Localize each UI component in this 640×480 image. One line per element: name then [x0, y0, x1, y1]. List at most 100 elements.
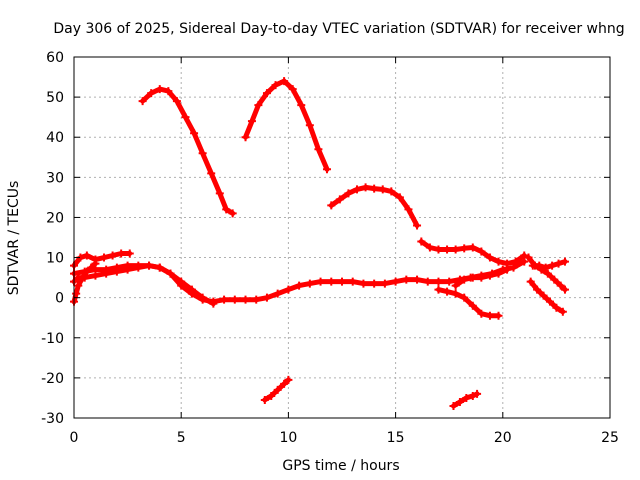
data-point — [123, 265, 132, 274]
data-point — [477, 247, 486, 256]
data-point — [404, 205, 413, 214]
y-axis-label: SDTVAR / TECUs — [6, 181, 22, 296]
data-point — [468, 243, 477, 252]
data-point — [359, 279, 368, 288]
data-point — [434, 285, 443, 294]
data-point — [462, 393, 471, 402]
plot-frame — [73, 56, 611, 419]
data-point — [380, 279, 389, 288]
y-tick-label: 0 — [55, 291, 64, 307]
data-point — [177, 277, 186, 286]
data-point — [314, 145, 323, 154]
data-point — [155, 85, 164, 94]
data-point — [541, 263, 550, 272]
data-point — [273, 385, 282, 394]
data-point — [147, 89, 156, 98]
data-point — [273, 289, 282, 298]
x-tick-label: 10 — [279, 430, 297, 446]
data-point — [100, 253, 109, 262]
data-point — [145, 261, 154, 270]
data-point — [215, 189, 224, 198]
series-arc-4 — [417, 237, 529, 268]
data-point — [550, 275, 559, 284]
data-point — [262, 293, 271, 302]
data-point — [477, 309, 486, 318]
series-arc-3 — [327, 183, 422, 230]
data-point — [494, 269, 503, 278]
data-point — [468, 391, 477, 400]
data-point — [82, 251, 91, 260]
data-point — [539, 291, 548, 300]
data-point — [451, 289, 460, 298]
data-point — [451, 281, 460, 290]
data-point — [353, 185, 362, 194]
data-point — [222, 205, 231, 214]
data-point — [164, 87, 173, 96]
data-point — [413, 275, 422, 284]
data-point — [460, 293, 469, 302]
data-point — [338, 277, 346, 286]
data-point — [82, 267, 91, 276]
x-axis-label: GPS time / hours — [282, 458, 399, 474]
series-arc-10 — [451, 265, 512, 290]
y-tick-label: -20 — [41, 371, 64, 387]
x-tick-label: 15 — [387, 430, 405, 446]
series-arc-13 — [526, 277, 567, 316]
data-point — [485, 311, 494, 320]
data-point — [520, 257, 529, 266]
data-point — [558, 307, 567, 316]
data-point — [91, 271, 100, 280]
x-tick-label: 0 — [70, 430, 79, 446]
data-point — [198, 293, 207, 302]
data-point — [494, 257, 503, 266]
data-point — [155, 263, 164, 272]
data-point — [560, 257, 569, 266]
data-point — [524, 253, 533, 262]
data-point — [473, 389, 482, 398]
data-point — [335, 195, 344, 204]
data-point — [91, 259, 100, 268]
y-tick-label: 20 — [46, 210, 64, 226]
data-point — [316, 277, 325, 286]
data-point — [370, 279, 379, 288]
data-point — [198, 149, 207, 158]
data-point — [413, 221, 422, 230]
data-point — [552, 303, 561, 312]
data-point — [305, 121, 314, 130]
data-point — [284, 375, 293, 384]
data-point — [181, 113, 190, 122]
data-point — [348, 277, 357, 286]
series-arc-1 — [138, 85, 237, 218]
series-arc-9 — [434, 285, 503, 320]
data-point — [402, 275, 411, 284]
data-point — [533, 285, 542, 294]
data-point — [391, 277, 400, 286]
data-point — [361, 183, 370, 192]
data-point — [74, 281, 83, 290]
data-point — [138, 97, 147, 106]
data-point — [280, 77, 289, 86]
data-point — [468, 273, 477, 282]
data-point — [78, 273, 87, 282]
data-point — [72, 289, 81, 298]
data-point — [434, 277, 443, 286]
data-point — [209, 299, 218, 308]
data-point — [172, 97, 181, 106]
data-point — [449, 401, 458, 410]
data-point — [485, 253, 494, 262]
data-point — [241, 133, 250, 142]
series-arc-5 — [70, 249, 134, 270]
data-point — [423, 277, 432, 286]
data-point — [526, 277, 535, 286]
data-point — [548, 261, 557, 270]
data-point — [125, 249, 134, 258]
data-point — [284, 285, 293, 294]
data-point — [535, 261, 544, 270]
data-point — [560, 285, 569, 294]
data-point — [166, 269, 175, 278]
data-point — [554, 259, 563, 268]
x-tick-label: 5 — [177, 430, 186, 446]
data-point — [288, 85, 297, 94]
